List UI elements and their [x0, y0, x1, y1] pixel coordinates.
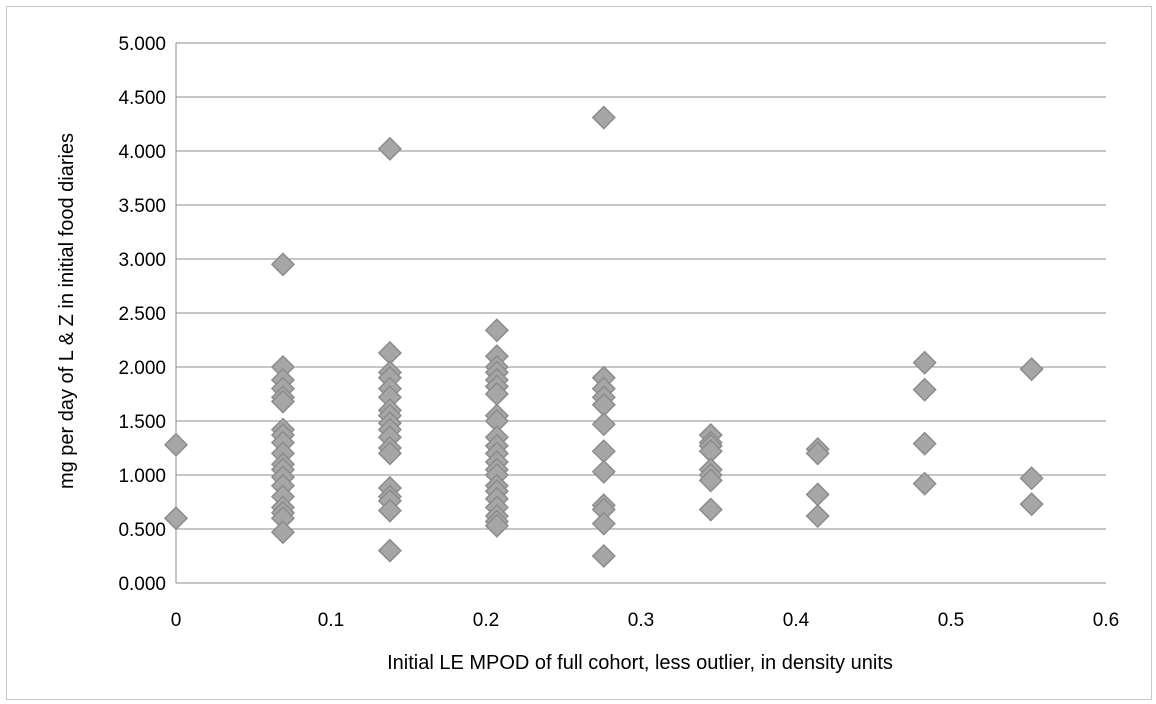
y-tick-label: 2.500	[118, 304, 166, 325]
x-tick-label: 0.1	[318, 610, 344, 631]
y-tick-label: 4.000	[118, 142, 166, 163]
data-point-marker	[591, 105, 616, 130]
data-point-marker	[591, 412, 616, 437]
data-point-marker	[591, 511, 616, 536]
x-axis-ticks: 0 0.1 0.2 0.3 0.4 0.5 0.6	[171, 610, 1120, 631]
data-point-marker	[377, 441, 402, 466]
chart-frame	[6, 6, 1152, 700]
data-point-marker	[377, 538, 402, 563]
x-axis-title: Initial LE MPOD of full cohort, less out…	[387, 652, 893, 674]
y-tick-label: 1.000	[118, 466, 166, 487]
x-tick-label: 0.5	[938, 610, 964, 631]
data-point-marker	[698, 468, 723, 493]
data-point-marker	[591, 439, 616, 464]
y-tick-label: 2.000	[118, 358, 166, 379]
data-point-marker	[377, 136, 402, 161]
data-point-marker	[1019, 466, 1044, 491]
data-point-marker	[163, 432, 189, 457]
data-point-marker	[805, 482, 830, 507]
data-point-marker	[377, 498, 402, 523]
x-tick-label: 0.6	[1093, 610, 1119, 631]
y-tick-label: 5.000	[118, 34, 166, 55]
data-point-marker	[912, 377, 937, 402]
data-point-marker	[484, 513, 509, 538]
data-point-marker	[698, 497, 723, 522]
y-tick-label: 3.000	[118, 250, 166, 271]
data-point-marker	[591, 543, 616, 569]
data-point-marker	[163, 506, 189, 531]
gridlines	[175, 42, 1106, 584]
y-tick-label: 0.500	[118, 520, 166, 541]
y-tick-label: 1.500	[118, 412, 166, 433]
x-tick-label: 0.4	[783, 610, 810, 631]
y-tick-label: 0.000	[118, 574, 166, 595]
x-tick-label: 0.3	[628, 610, 654, 631]
y-tick-label: 3.500	[118, 196, 166, 217]
y-axis-ticks: 0.000 0.500 1.000 1.500 2.000 2.500 3.000 3.500…	[118, 34, 166, 595]
data-point-marker	[484, 318, 509, 343]
data-point-marker	[912, 431, 937, 456]
data-point-marker	[1019, 492, 1044, 517]
data-point-marker	[591, 459, 616, 484]
x-tick-label: 0	[171, 610, 182, 631]
data-points	[163, 105, 1044, 569]
data-point-marker	[912, 350, 937, 375]
data-point-marker	[270, 252, 296, 277]
data-point-marker	[912, 471, 937, 496]
data-point-marker	[270, 389, 296, 414]
y-axis-title: mg per day of L & Z in initial food diar…	[56, 133, 78, 489]
data-point-marker	[270, 520, 296, 545]
x-tick-label: 0.2	[473, 610, 499, 631]
y-tick-label: 4.500	[118, 88, 166, 109]
data-point-marker	[1019, 357, 1044, 382]
data-point-marker	[805, 503, 830, 529]
data-point-marker	[805, 441, 830, 466]
